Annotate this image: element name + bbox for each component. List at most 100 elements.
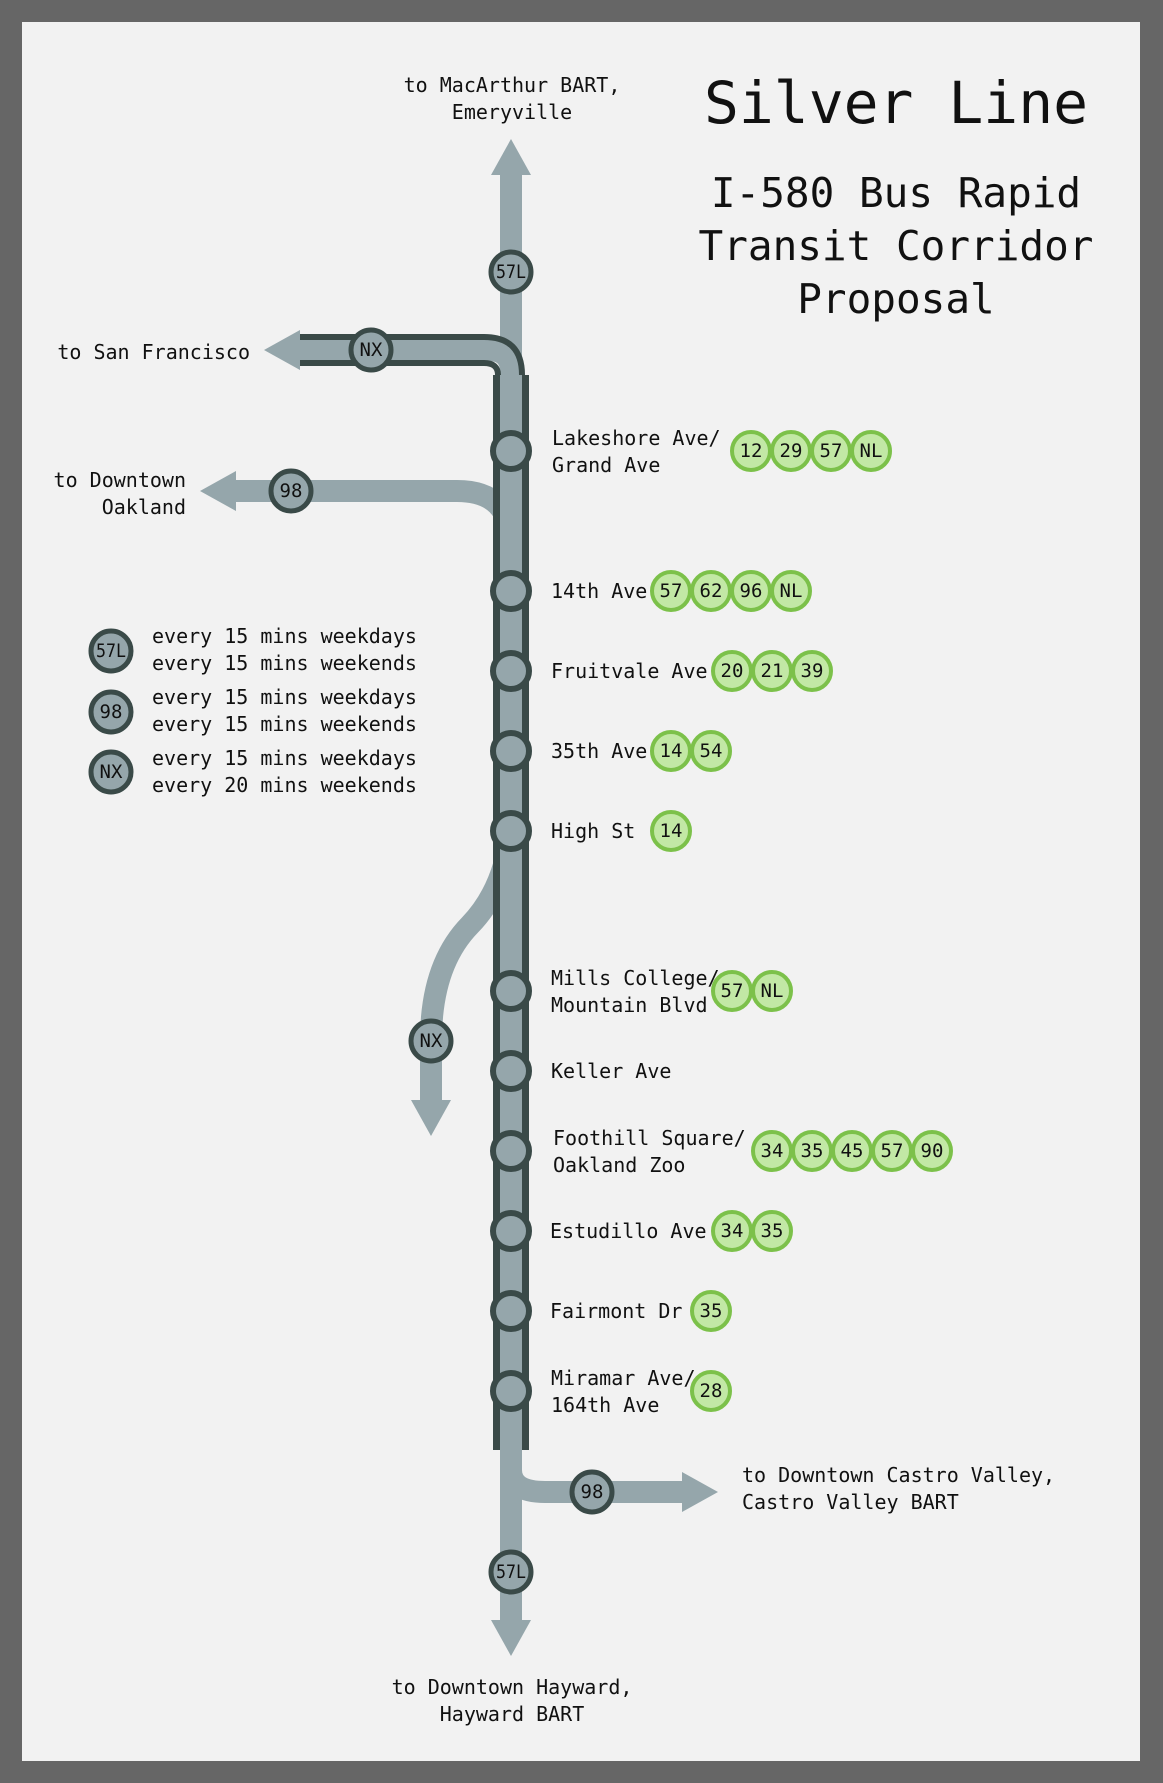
stop-foothill-square-oakland-zoo-connection-35-label: 35 (801, 1140, 824, 1162)
stop-lakeshore-ave-grand-ave-label-1: Lakeshore Ave/ (552, 426, 721, 450)
route-57l-north-badge-label: 57L (496, 261, 526, 283)
stop-estudillo-ave-connection-35-label: 35 (761, 1220, 784, 1242)
stop-mills-college-mountain-blvd-label-1: Mills College/ (551, 966, 720, 990)
route-nx-west-badge (348, 327, 394, 373)
stop-fruitvale-ave-marker (490, 650, 532, 692)
stop-estudillo-ave-connection-35-badge (751, 1210, 793, 1252)
legend-nx-badge (88, 749, 134, 795)
stop-fairmont-dr-marker (490, 1290, 532, 1332)
stop-mills-college-mountain-blvd-marker (490, 970, 532, 1012)
legend-nx-label: NX (100, 761, 123, 783)
stop-14th-ave-connection-nl-label: NL (780, 580, 803, 602)
stop-fruitvale-ave-connection-20-label: 20 (721, 660, 744, 682)
stop-high-st-marker (490, 810, 532, 852)
stop-estudillo-ave-connection-34-label: 34 (721, 1220, 744, 1242)
stop-foothill-square-oakland-zoo-connection-90-badge (911, 1130, 953, 1172)
trunk-core (500, 375, 522, 1450)
destination-san-francisco: to San Francisco (57, 340, 250, 364)
destination-downtown-oakland-line-2: Oakland (102, 495, 186, 519)
stop-35th-ave-connection-54-badge (690, 730, 732, 772)
stop-foothill-square-oakland-zoo-marker (490, 1130, 532, 1172)
frequency-legend: 57L every 15 mins weekdays every 15 mins… (88, 624, 417, 797)
route-nx-south-badge-label: NX (420, 1030, 443, 1052)
legend-nx-weekends: every 20 mins weekends (152, 773, 417, 797)
stop-high-st-label-1: High St (551, 819, 635, 843)
stop-mills-college-mountain-blvd-connection-nl-label: NL (761, 980, 784, 1002)
destination-south-line-2: Hayward BART (440, 1702, 585, 1726)
destination-downtown-oakland-line-1: to Downtown (54, 468, 186, 492)
subtitle-line-2: Transit Corridor (699, 222, 1094, 270)
route-nx-west-badge-label: NX (360, 339, 383, 361)
stop-foothill-square-oakland-zoo-connection-34-label: 34 (761, 1140, 784, 1162)
legend-nx-weekdays: every 15 mins weekdays (152, 746, 417, 770)
stop-miramar-ave-164th-ave-connection-28-badge (690, 1370, 732, 1412)
stop-35th-ave-connection-14-label: 14 (660, 740, 683, 762)
stop-foothill-square-oakland-zoo-label-2: Oakland Zoo (553, 1153, 685, 1177)
legend-57l-weekends: every 15 mins weekends (152, 651, 417, 675)
stop-14th-ave-connection-57-label: 57 (660, 580, 683, 602)
stop-fairmont-dr-connection-35-label: 35 (700, 1300, 723, 1322)
stop-35th-ave-connection-54-label: 54 (700, 740, 723, 762)
stop-foothill-square-oakland-zoo-connection-45-label: 45 (841, 1140, 864, 1162)
route-57l-north-badge (488, 249, 534, 295)
stop-35th-ave-label-1: 35th Ave (551, 739, 647, 763)
stop-miramar-ave-164th-ave-label-1: Miramar Ave/ (551, 1366, 696, 1390)
stop-miramar-ave-164th-ave-label-2: 164th Ave (551, 1393, 659, 1417)
stop-14th-ave-label-1: 14th Ave (551, 579, 647, 603)
stop-35th-ave-marker (490, 730, 532, 772)
destination-castro-valley-line-1: to Downtown Castro Valley, (742, 1463, 1055, 1487)
stop-foothill-square-oakland-zoo-label-1: Foothill Square/ (553, 1126, 746, 1150)
stop-lakeshore-ave-grand-ave-connection-nl-label: NL (860, 440, 883, 462)
stop-fruitvale-ave-connection-39-badge (791, 650, 833, 692)
stop-lakeshore-ave-grand-ave-connection-57-label: 57 (820, 440, 843, 462)
stop-foothill-square-oakland-zoo-connection-90-label: 90 (921, 1140, 944, 1162)
stop-fruitvale-ave-connection-21-label: 21 (761, 660, 784, 682)
stop-estudillo-ave-label-1: Estudillo Ave (550, 1219, 707, 1243)
legend-98-weekends: every 15 mins weekends (152, 712, 417, 736)
stop-estudillo-ave-marker (490, 1210, 532, 1252)
stop-fairmont-dr-label-1: Fairmont Dr (550, 1299, 682, 1323)
stop-keller-ave-marker (490, 1050, 532, 1092)
route-98-south-badge (569, 1469, 615, 1515)
stops-layer: Lakeshore Ave/Grand Ave 12 29 57 NL 14th Ave 5… (490, 426, 953, 1417)
stop-mills-college-mountain-blvd-connection-57-label: 57 (721, 980, 744, 1002)
destination-north-line-2: Emeryville (452, 100, 572, 124)
route-57l-south-badge (488, 1549, 534, 1595)
stop-lakeshore-ave-grand-ave-label-2: Grand Ave (552, 453, 660, 477)
route-98-west-badge-label: 98 (280, 480, 303, 502)
stop-fruitvale-ave-connection-39-label: 39 (801, 660, 824, 682)
stop-miramar-ave-164th-ave-marker (490, 1370, 532, 1412)
stop-foothill-square-oakland-zoo-connection-57-label: 57 (881, 1140, 904, 1162)
stop-14th-ave-marker (490, 570, 532, 612)
legend-57l-label: 57L (96, 640, 126, 662)
stop-lakeshore-ave-grand-ave-connection-12-label: 12 (740, 440, 763, 462)
stop-fairmont-dr-connection-35-badge (690, 1290, 732, 1332)
stop-lakeshore-ave-grand-ave-connection-nl-badge (850, 430, 892, 472)
legend-98-label: 98 (100, 701, 123, 723)
route-nx-south-badge (408, 1018, 454, 1064)
page-title: Silver Line (704, 69, 1088, 137)
stop-mills-college-mountain-blvd-label-2: Mountain Blvd (551, 993, 708, 1017)
destination-north-line-1: to MacArthur BART, (404, 73, 621, 97)
map-background (22, 22, 1140, 1761)
legend-98-weekdays: every 15 mins weekdays (152, 685, 417, 709)
service-badges-layer: 57L NX 98 NX 98 57L (268, 249, 615, 1595)
route-98-west-badge (268, 468, 314, 514)
route-57l-south-badge-label: 57L (496, 1561, 526, 1583)
destination-castro-valley-line-2: Castro Valley BART (742, 1490, 959, 1514)
stop-14th-ave-connection-96-label: 96 (740, 580, 763, 602)
legend-57l-badge (88, 628, 134, 674)
route-nx-west-casing (300, 334, 525, 376)
stop-lakeshore-ave-grand-ave-marker (490, 430, 532, 472)
destination-south-line-1: to Downtown Hayward, (392, 1675, 633, 1699)
stop-keller-ave-label-1: Keller Ave (551, 1059, 671, 1083)
stop-mills-college-mountain-blvd-connection-nl-badge (751, 970, 793, 1012)
route-98-south-badge-label: 98 (581, 1481, 604, 1503)
stop-high-st-connection-14-badge (650, 810, 692, 852)
stop-14th-ave-connection-nl-badge (770, 570, 812, 612)
stop-miramar-ave-164th-ave-connection-28-label: 28 (700, 1380, 723, 1402)
subtitle-line-1: I-580 Bus Rapid (711, 169, 1081, 217)
route-nx-west-line (264, 330, 522, 380)
stop-high-st-connection-14-label: 14 (660, 820, 683, 842)
